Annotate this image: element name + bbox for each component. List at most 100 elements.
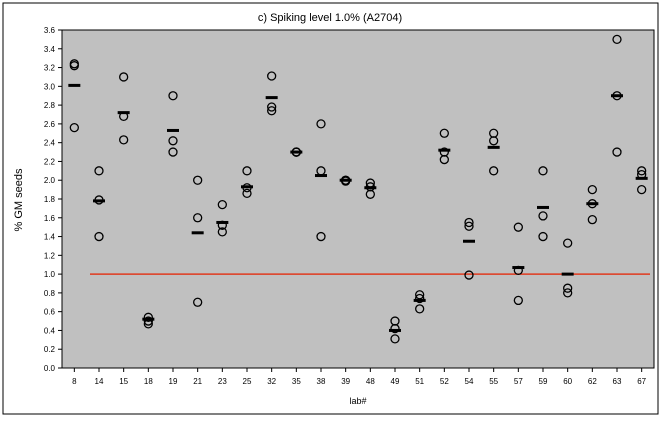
- y-tick-label: 3.2: [44, 64, 56, 73]
- data-point: [143, 312, 153, 322]
- data-point: [464, 217, 474, 228]
- data-marks: [68, 34, 648, 344]
- y-tick-label: 3.6: [44, 26, 56, 35]
- mean-marker: [512, 266, 525, 270]
- data-point: [316, 231, 326, 242]
- data-point: [637, 184, 647, 195]
- mean-marker: [413, 298, 426, 302]
- x-tick-label: 18: [144, 377, 153, 386]
- x-tick-label: 38: [317, 377, 326, 386]
- mean-marker: [216, 220, 229, 224]
- mean-marker: [463, 239, 475, 243]
- data-point: [242, 188, 252, 199]
- data-point: [489, 166, 499, 176]
- x-axis-label: lab#: [349, 396, 366, 406]
- x-tick-label: 19: [169, 377, 178, 386]
- y-tick-label: 2.6: [44, 120, 56, 129]
- mean-marker: [487, 145, 500, 149]
- mean-marker: [68, 83, 81, 87]
- mean-marker: [167, 128, 179, 132]
- data-point: [612, 34, 622, 45]
- x-tick-label: 21: [193, 377, 202, 386]
- data-point: [587, 184, 597, 195]
- mean-marker: [315, 174, 327, 178]
- data-point: [415, 293, 425, 304]
- x-tick-label: 59: [539, 377, 548, 386]
- data-point: [464, 270, 474, 280]
- plot-area: [61, 29, 655, 369]
- data-point: [415, 304, 425, 314]
- data-point: [143, 316, 153, 326]
- data-point: [119, 135, 129, 145]
- data-point: [563, 288, 573, 298]
- x-tick-label: 39: [341, 377, 350, 386]
- mean-marker: [290, 150, 303, 154]
- y-axis: 0.0 0.2 0.4 0.6 0.8 1.0 1.2 1.4 1.6 1.8 2.0 2.2 2.4 2…: [44, 26, 62, 373]
- x-tick-label: 62: [588, 377, 597, 386]
- data-point: [587, 215, 597, 225]
- x-tick-label: 51: [415, 377, 424, 386]
- y-tick-label: 1.0: [44, 270, 56, 279]
- data-point: [69, 122, 79, 133]
- mean-marker: [438, 148, 451, 152]
- mean-marker: [561, 272, 574, 276]
- mean-marker: [142, 317, 155, 321]
- y-tick-label: 2.8: [44, 101, 56, 110]
- data-point: [538, 231, 548, 242]
- y-tick-label: 3.0: [44, 82, 56, 91]
- y-tick-label: 1.6: [44, 214, 56, 223]
- data-point: [193, 175, 203, 185]
- x-tick-label: 15: [119, 377, 128, 386]
- mean-marker: [93, 199, 105, 203]
- x-tick-label: 54: [465, 377, 474, 386]
- data-point: [439, 154, 449, 165]
- x-tick-label: 55: [489, 377, 498, 386]
- data-point: [489, 136, 499, 146]
- data-point: [390, 334, 400, 344]
- data-point: [193, 297, 203, 307]
- mean-marker: [265, 96, 278, 100]
- data-point: [119, 72, 129, 82]
- mean-marker: [635, 176, 648, 180]
- x-tick-label: 57: [514, 377, 523, 386]
- mean-marker: [611, 94, 623, 98]
- data-point: [94, 231, 104, 242]
- mean-marker: [117, 111, 130, 115]
- x-tick-label: 60: [563, 377, 572, 386]
- y-tick-label: 0.8: [44, 289, 56, 298]
- x-axis: 8 14 15 18 19 21 23 25 32 35 38 39 48 49 51 52 54 55 57 59 6…: [72, 368, 647, 386]
- data-point: [637, 166, 647, 176]
- y-tick-label: 3.4: [44, 45, 56, 54]
- data-point: [415, 290, 425, 300]
- data-point: [513, 295, 523, 306]
- data-point: [242, 166, 252, 176]
- y-tick-label: 2.4: [44, 139, 56, 148]
- y-tick-label: 2.0: [44, 176, 56, 185]
- data-point: [390, 323, 400, 334]
- data-point: [168, 136, 178, 146]
- data-point: [217, 199, 227, 210]
- mean-marker: [364, 186, 377, 190]
- y-tick-label: 2.2: [44, 157, 56, 166]
- y-axis-label: % GM seeds: [13, 168, 25, 231]
- data-point: [316, 119, 326, 129]
- x-tick-label: 48: [366, 377, 375, 386]
- mean-marker: [339, 178, 352, 182]
- x-tick-label: 23: [218, 377, 227, 386]
- data-point: [563, 238, 573, 248]
- x-tick-label: 67: [637, 377, 646, 386]
- x-tick-label: 52: [440, 377, 449, 386]
- data-point: [69, 59, 79, 69]
- data-point: [538, 166, 548, 176]
- data-point: [513, 222, 523, 232]
- chart-title: c) Spiking level 1.0% (A2704): [258, 12, 402, 24]
- mean-marker: [191, 231, 204, 235]
- x-tick-label: 49: [391, 377, 400, 386]
- x-tick-label: 8: [72, 377, 77, 386]
- x-tick-label: 35: [292, 377, 301, 386]
- x-tick-label: 32: [267, 377, 276, 386]
- y-tick-label: 0.4: [44, 326, 56, 335]
- data-point: [439, 128, 449, 138]
- y-tick-label: 0.2: [44, 345, 56, 354]
